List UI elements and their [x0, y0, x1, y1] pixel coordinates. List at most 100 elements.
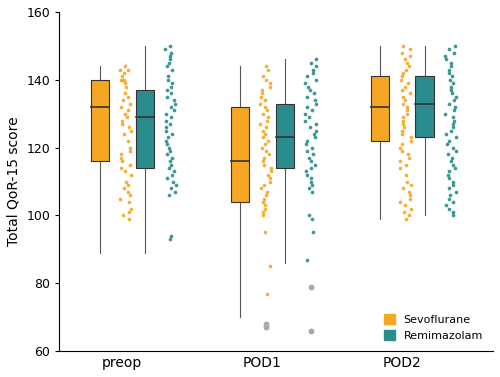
Point [266, 84, 274, 90]
Point [402, 67, 410, 73]
Point [442, 111, 450, 117]
Point [162, 111, 170, 117]
Point [451, 43, 459, 49]
Point [398, 43, 406, 49]
Point [449, 121, 457, 127]
Point [266, 165, 274, 171]
Point [306, 87, 314, 93]
Point [167, 90, 175, 97]
Point [124, 182, 132, 188]
Point [258, 158, 266, 164]
Point [264, 107, 272, 113]
Point [257, 185, 265, 192]
Point [402, 107, 410, 113]
Point [306, 124, 314, 130]
Point [400, 70, 407, 76]
Point [405, 189, 413, 195]
Point [397, 77, 405, 83]
Point [445, 196, 453, 202]
Point [449, 114, 457, 120]
Point [446, 175, 454, 181]
Point [398, 148, 406, 154]
Point [396, 158, 404, 164]
Point [444, 46, 452, 52]
Point [447, 128, 455, 134]
Point [265, 152, 273, 158]
Point [261, 131, 269, 137]
Point [258, 199, 266, 205]
Point [306, 284, 314, 290]
Point [264, 114, 272, 120]
Point [267, 169, 275, 175]
Point [262, 77, 270, 83]
Point [166, 236, 174, 242]
Point [126, 101, 134, 107]
Point [164, 135, 172, 141]
Point [127, 172, 135, 178]
Point [118, 165, 126, 171]
Point [406, 196, 414, 202]
Point [170, 169, 178, 175]
Point [166, 165, 173, 171]
Point [452, 94, 460, 100]
Point [446, 192, 454, 198]
Bar [276, 104, 293, 168]
Point [166, 57, 173, 63]
Point [118, 97, 126, 103]
Point [168, 233, 175, 239]
Point [450, 118, 458, 124]
Point [306, 155, 314, 161]
Point [450, 104, 458, 110]
Point [400, 97, 408, 103]
Point [396, 199, 404, 205]
Point [262, 206, 270, 212]
Point [162, 124, 170, 130]
Point [262, 321, 270, 327]
Point [307, 60, 315, 66]
Point [398, 87, 406, 93]
Point [121, 90, 129, 97]
Point [407, 138, 415, 144]
Point [308, 70, 316, 76]
Point [310, 230, 318, 236]
Point [302, 104, 310, 110]
Point [164, 63, 172, 69]
Point [402, 216, 410, 222]
Point [118, 77, 126, 83]
Point [118, 118, 126, 124]
Point [124, 189, 132, 195]
Point [168, 67, 176, 73]
Point [266, 175, 274, 181]
Point [264, 172, 272, 178]
Point [405, 155, 413, 161]
Point [165, 145, 173, 151]
Point [403, 104, 411, 110]
Point [448, 158, 456, 164]
Point [446, 67, 454, 73]
Point [448, 87, 456, 93]
Point [400, 101, 407, 107]
Point [266, 80, 274, 86]
Point [301, 80, 309, 86]
Point [266, 179, 274, 185]
Point [303, 148, 311, 154]
Point [259, 209, 267, 215]
Point [117, 152, 125, 158]
Point [306, 185, 314, 192]
Point [116, 104, 124, 110]
Point [308, 107, 316, 113]
Point [163, 175, 171, 181]
Point [260, 202, 268, 208]
Point [118, 77, 126, 83]
Point [261, 141, 269, 147]
Point [446, 84, 454, 90]
Point [120, 185, 128, 192]
Point [262, 104, 270, 110]
Point [448, 199, 456, 205]
Point [162, 118, 170, 124]
Point [260, 74, 268, 80]
Point [166, 121, 174, 127]
Point [260, 111, 268, 117]
Point [264, 189, 272, 195]
Point [166, 114, 174, 120]
